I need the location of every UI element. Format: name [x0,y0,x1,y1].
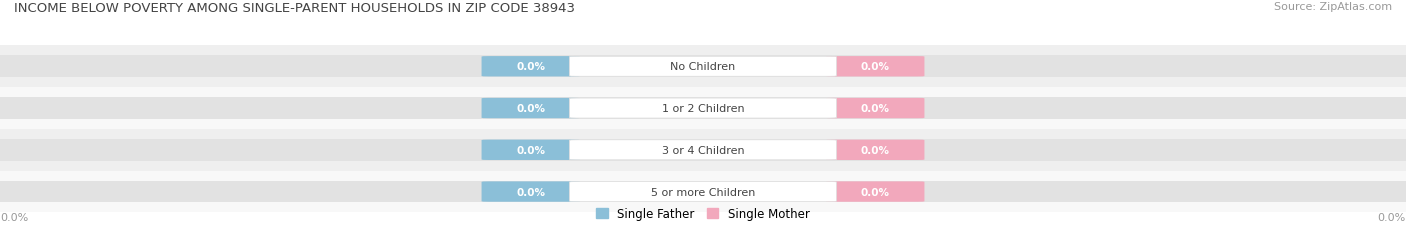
FancyBboxPatch shape [569,140,837,160]
Text: 0.0%: 0.0% [860,103,890,114]
FancyBboxPatch shape [827,140,925,160]
FancyBboxPatch shape [827,98,925,119]
FancyBboxPatch shape [481,182,581,202]
Text: 0.0%: 0.0% [1378,213,1406,222]
Bar [0,56,703,78]
Text: Source: ZipAtlas.com: Source: ZipAtlas.com [1274,2,1392,12]
Bar [0,171,1406,213]
Bar [0,46,1406,88]
Text: 0.0%: 0.0% [860,145,890,155]
Bar [0,129,1406,171]
Bar [0,181,703,203]
Text: INCOME BELOW POVERTY AMONG SINGLE-PARENT HOUSEHOLDS IN ZIP CODE 38943: INCOME BELOW POVERTY AMONG SINGLE-PARENT… [14,2,575,15]
Bar [703,139,1406,161]
Bar [703,56,1406,78]
FancyBboxPatch shape [827,57,925,77]
FancyBboxPatch shape [481,98,581,119]
Bar [0,98,703,119]
Text: 5 or more Children: 5 or more Children [651,187,755,197]
Legend: Single Father, Single Mother: Single Father, Single Mother [592,203,814,225]
Text: 0.0%: 0.0% [516,62,546,72]
Text: 0.0%: 0.0% [860,187,890,197]
FancyBboxPatch shape [827,182,925,202]
Bar [703,98,1406,119]
Bar [0,88,1406,129]
Text: 0.0%: 0.0% [516,145,546,155]
Text: No Children: No Children [671,62,735,72]
FancyBboxPatch shape [569,57,837,77]
FancyBboxPatch shape [481,57,581,77]
Text: 1 or 2 Children: 1 or 2 Children [662,103,744,114]
Text: 0.0%: 0.0% [516,187,546,197]
FancyBboxPatch shape [569,182,837,202]
Text: 0.0%: 0.0% [860,62,890,72]
Text: 0.0%: 0.0% [516,103,546,114]
Text: 3 or 4 Children: 3 or 4 Children [662,145,744,155]
FancyBboxPatch shape [481,140,581,160]
Bar [703,181,1406,203]
Text: 0.0%: 0.0% [0,213,28,222]
FancyBboxPatch shape [569,99,837,119]
Bar [0,139,703,161]
